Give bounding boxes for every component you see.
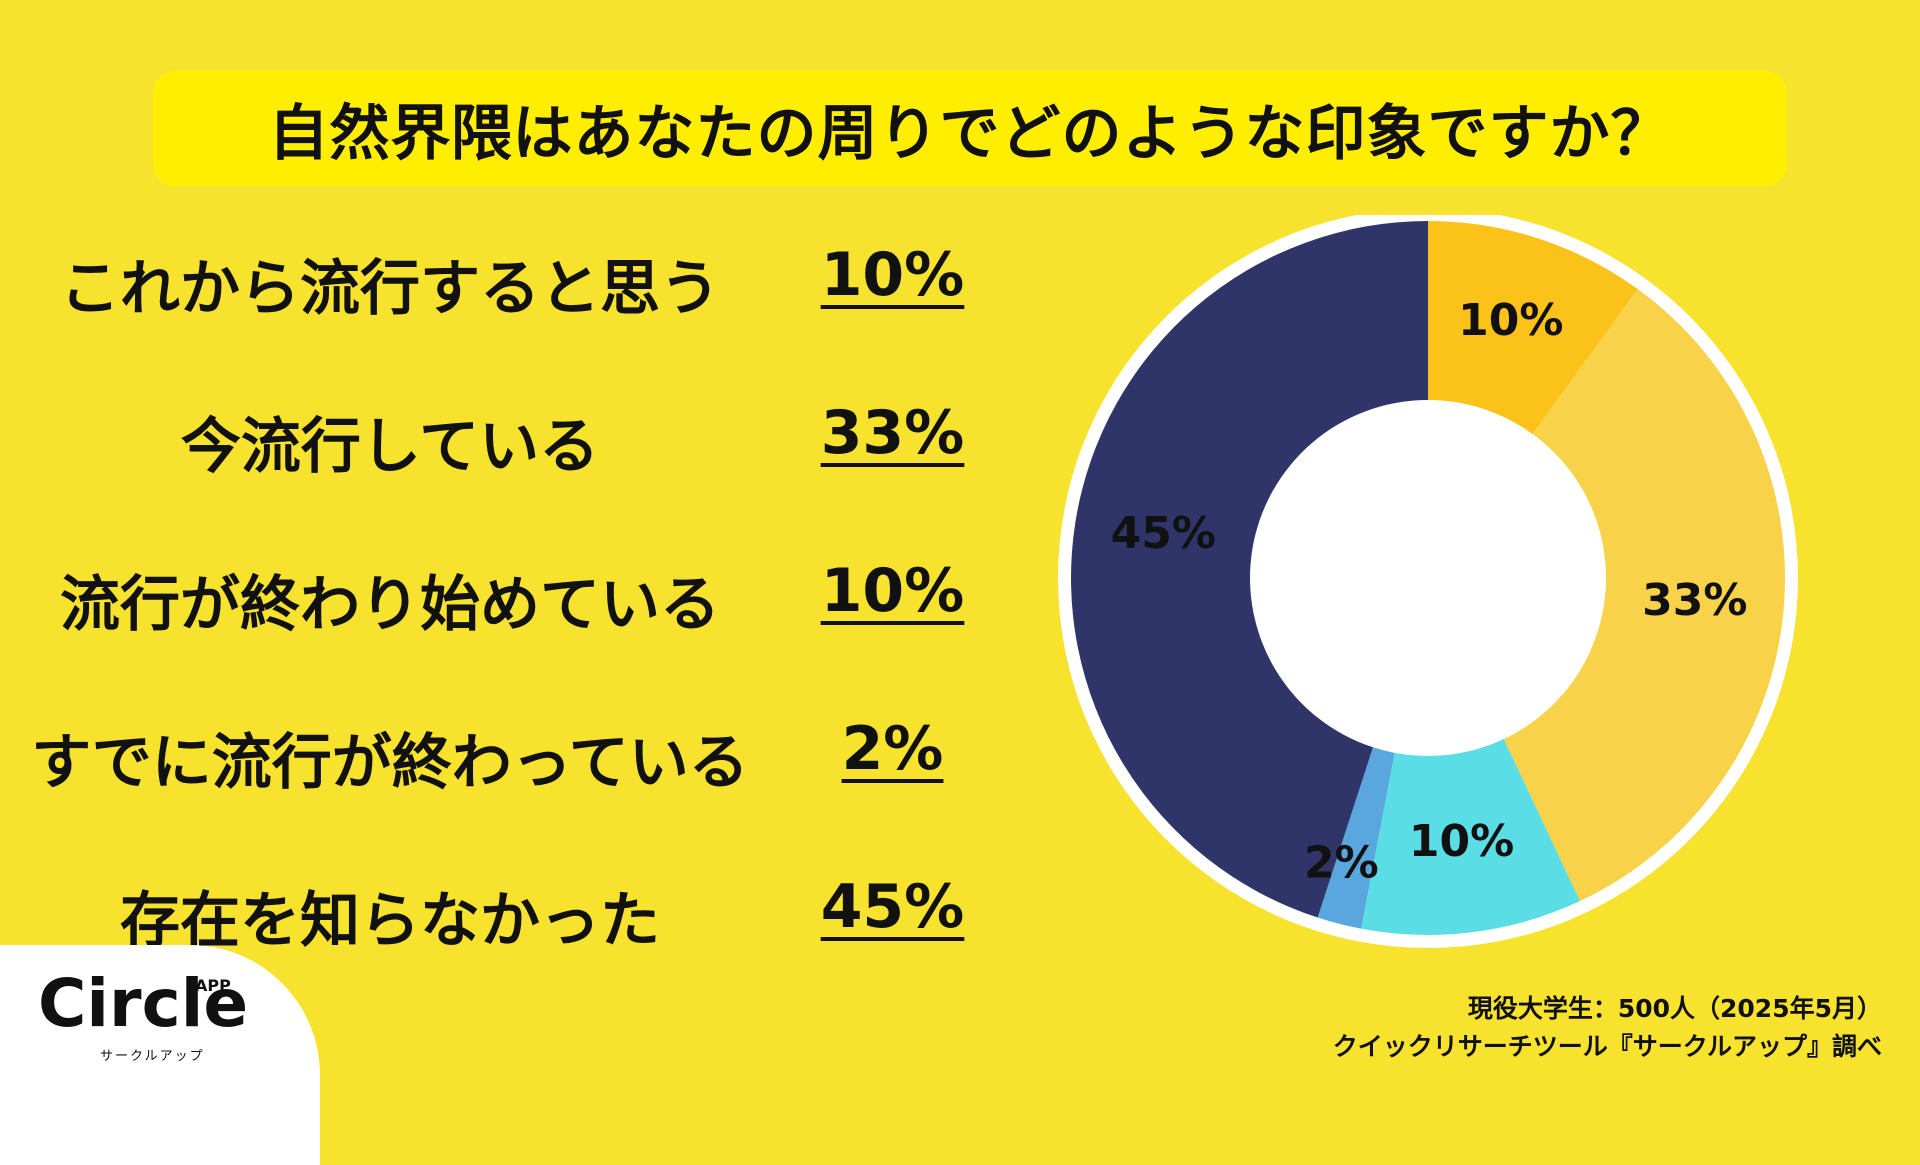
slice-label: 33%: [1642, 575, 1747, 626]
source-line-2: クイックリサーチツール『サークルアップ』調べ: [1332, 1032, 1882, 1061]
answer-label: これから流行すると思う: [60, 254, 720, 324]
donut-slice: [1428, 221, 1638, 434]
answer-row: 今流行している 33%: [0, 398, 1000, 508]
donut-slice: [1503, 289, 1785, 902]
answer-percent: 45%: [820, 872, 965, 942]
answer-row: 存在を知らなかった 45%: [0, 872, 1000, 982]
source-note: 現役大学生：500人（2025年5月） クイックリサーチツール『サークルアップ』…: [1333, 990, 1882, 1066]
logo-subtitle: サークルアップ: [100, 1049, 205, 1064]
source-line-1: 現役大学生：500人（2025年5月）: [1467, 994, 1882, 1023]
slice-label: 10%: [1409, 816, 1514, 867]
donut-chart: 10% 33% 10% 2% 45%: [1058, 215, 1798, 948]
answer-label: すでに流行が終わっている: [31, 728, 749, 798]
donut-slice: [1071, 221, 1428, 918]
slice-label: 45%: [1111, 508, 1216, 559]
slice-label: 10%: [1458, 295, 1563, 346]
answer-label: 流行が終わり始めている: [60, 570, 720, 640]
answer-row: これから流行すると思う 10%: [0, 240, 1000, 350]
answer-row: すでに流行が終わっている 2%: [0, 714, 1000, 824]
page-title: 自然界隈はあなたの周りでどのような印象ですか？: [268, 99, 1672, 169]
answer-label: 存在を知らなかった: [120, 886, 660, 956]
answer-label: 今流行している: [180, 412, 600, 482]
logo: Circle: [38, 965, 249, 1042]
slice-label: 2%: [1304, 838, 1379, 889]
logo-app-badge: APP: [195, 976, 231, 995]
donut-slice: [1317, 747, 1395, 929]
answer-percent: 33%: [820, 398, 965, 468]
answer-row: 流行が終わり始めている 10%: [0, 556, 1000, 666]
donut-slice: [1361, 739, 1581, 936]
answer-percent: 10%: [820, 556, 965, 626]
title-box: 自然界隈はあなたの周りでどのような印象ですか？: [153, 71, 1787, 186]
answer-percent: 10%: [820, 240, 965, 310]
answer-percent: 2%: [841, 714, 944, 784]
